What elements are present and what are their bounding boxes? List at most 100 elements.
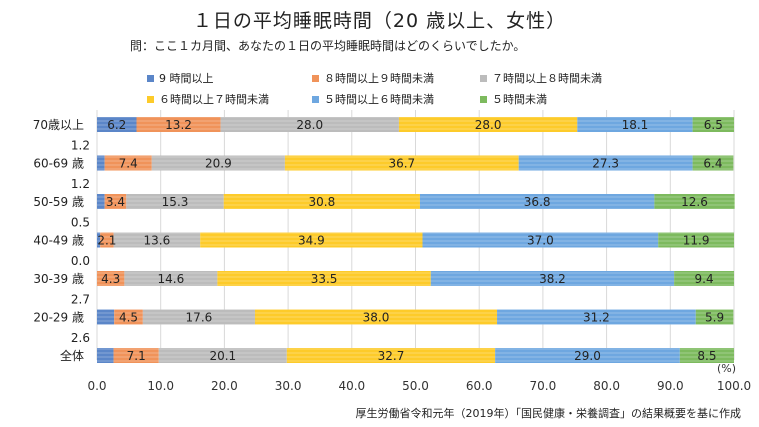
bar-segment-texture xyxy=(114,309,143,325)
x-tick-label: 90.0 xyxy=(657,379,684,393)
bar-segment-texture xyxy=(220,117,399,132)
data-label: 4.3 xyxy=(101,272,120,286)
data-label: 15.3 xyxy=(162,195,189,209)
y-category-label: 30-39 歳 xyxy=(33,272,84,286)
bar-segment-texture xyxy=(692,155,734,171)
x-tick-label: 60.0 xyxy=(466,379,493,393)
data-label: 30.8 xyxy=(309,195,336,209)
legend-item: ７時間以上８時間未満 xyxy=(480,70,602,86)
y-category-label: 全体 xyxy=(60,348,84,363)
legend-label: ５時間未満 xyxy=(492,93,547,106)
bar-segment-texture xyxy=(223,194,420,209)
axis-unit-label: (%) xyxy=(717,362,737,375)
bar-segment-texture xyxy=(100,232,114,248)
bar-segment-texture xyxy=(254,309,498,325)
x-tick-label: 10.0 xyxy=(147,379,174,393)
bar-segment-texture xyxy=(695,309,734,325)
data-label: 18.1 xyxy=(622,118,649,132)
legend-swatch xyxy=(480,74,487,82)
bar-segment-texture xyxy=(430,271,675,286)
legend-swatch xyxy=(147,74,154,82)
bar-segment-texture xyxy=(284,155,519,171)
data-label: 6.2 xyxy=(107,118,126,132)
legend-swatch xyxy=(312,74,319,82)
data-label: 20.9 xyxy=(205,157,232,171)
data-label: 28.0 xyxy=(475,118,502,132)
data-label: 28.0 xyxy=(296,118,323,132)
data-label: 27.3 xyxy=(592,157,619,171)
legend-swatch xyxy=(312,95,319,103)
y-category-label: 60-69 歳 xyxy=(33,157,84,171)
data-label: 13.6 xyxy=(144,234,171,248)
data-label: 2.7 xyxy=(71,293,90,307)
data-label: 8.5 xyxy=(697,349,716,363)
bar-segment-texture xyxy=(97,155,105,171)
data-label: 7.1 xyxy=(127,349,146,363)
x-tick-label: 100.0 xyxy=(717,379,751,393)
bar-segment-texture xyxy=(142,309,255,325)
chart-title: １日の平均睡眠時間（20 歳以上、女性） xyxy=(192,10,567,32)
legend-item: ６時間以上７時間未満 xyxy=(147,91,269,107)
data-label: 14.6 xyxy=(158,272,185,286)
bar-segment-texture xyxy=(679,348,734,363)
legend-item: 9 時間以上 xyxy=(147,70,214,86)
legend-swatch xyxy=(147,95,154,103)
legend-label: ５時間以上６時間未満 xyxy=(324,93,434,106)
data-label: 29.0 xyxy=(574,349,601,363)
bar-segment-texture xyxy=(518,155,693,171)
bar-segment-texture xyxy=(217,271,431,286)
data-label: 2.6 xyxy=(71,331,90,345)
x-tick-label: 20.0 xyxy=(211,379,238,393)
bar-segment-texture xyxy=(97,309,115,325)
legend-label: ８時間以上９時間未満 xyxy=(324,72,434,85)
bar-segment-texture xyxy=(497,309,696,325)
y-category-label: 70歳以上 xyxy=(33,118,84,132)
x-tick-label: 40.0 xyxy=(338,379,365,393)
bar-segment-texture xyxy=(97,194,105,209)
legend-item: ５時間以上６時間未満 xyxy=(312,91,434,107)
data-label: 11.9 xyxy=(683,234,710,248)
data-label: 3.4 xyxy=(106,195,125,209)
data-label: 36.8 xyxy=(524,195,551,209)
data-label: 20.1 xyxy=(209,349,236,363)
bar-segment-texture xyxy=(124,271,218,286)
bar-segment-texture xyxy=(136,117,221,132)
bar-segment-texture xyxy=(658,232,734,248)
data-label: 36.7 xyxy=(388,157,415,171)
y-category-label: 20-29 歳 xyxy=(33,311,84,325)
data-label: 5.9 xyxy=(705,311,724,325)
data-label: 17.6 xyxy=(186,311,213,325)
legend-item: ８時間以上９時間未満 xyxy=(312,70,434,86)
bar-segment-texture xyxy=(398,117,578,132)
bar-segment-texture xyxy=(113,348,159,363)
y-category-label: 50-59 歳 xyxy=(33,195,84,209)
bar-segment-texture xyxy=(654,194,735,209)
bar-segment-texture xyxy=(113,232,201,248)
data-label: 1.2 xyxy=(71,139,90,153)
data-label: 9.4 xyxy=(695,272,714,286)
data-label: 4.5 xyxy=(119,311,138,325)
legend-label: ６時間以上７時間未満 xyxy=(159,93,269,106)
bar-segment-texture xyxy=(126,194,224,209)
source-note: 厚生労働省令和元年（2019年）「国民健康・栄養調査」の結果概要を基に作成 xyxy=(355,407,742,420)
x-tick-label: 0.0 xyxy=(87,379,106,393)
chart-subtitle: 問：ここ１カ月間、あなたの１日の平均睡眠時間はどのくらいでしたか。 xyxy=(130,39,526,53)
data-label: 31.2 xyxy=(583,311,610,325)
data-label: 37.0 xyxy=(527,234,554,248)
x-tick-label: 50.0 xyxy=(402,379,429,393)
legend-label: 9 時間以上 xyxy=(159,72,214,85)
bar-segment-texture xyxy=(104,155,152,171)
data-label: 6.5 xyxy=(704,118,723,132)
legend-swatch xyxy=(480,95,487,103)
x-tick-label: 30.0 xyxy=(275,379,302,393)
bar-segment-texture xyxy=(97,117,137,132)
bar-segment-texture xyxy=(97,232,101,248)
bar-segment-texture xyxy=(97,271,125,286)
data-label: 0.5 xyxy=(71,216,90,230)
data-label: 1.2 xyxy=(71,177,90,191)
data-label: 38.2 xyxy=(539,272,566,286)
x-tick-label: 80.0 xyxy=(593,379,620,393)
bar-segment-texture xyxy=(419,194,655,209)
bar-segment-texture xyxy=(151,155,285,171)
